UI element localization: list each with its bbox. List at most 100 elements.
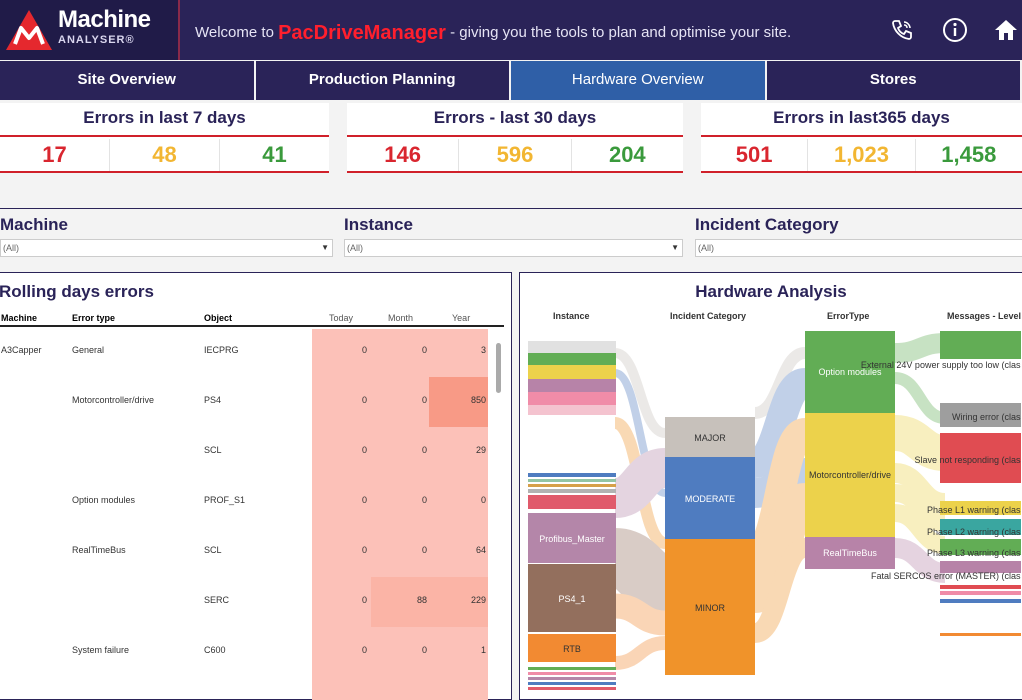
col-error-type[interactable]: Error type <box>72 313 116 323</box>
kpi-bottom-rule <box>0 171 329 173</box>
table-row[interactable]: RealTimeBus SCL 0 0 64 <box>0 531 504 581</box>
kpi-bottom-rule <box>701 171 1022 173</box>
table-row[interactable]: A3Capper General IECPRG 0 0 3 <box>0 331 504 381</box>
machine-filter: Machine (All) ▼ <box>0 215 333 257</box>
node-label-errortype: RealTimeBus <box>823 548 877 558</box>
sankey-col-instance: Instance <box>553 311 590 321</box>
node-label-instance: RTB <box>563 644 581 654</box>
node-realtimebus <box>805 537 895 569</box>
filter-label: Incident Category <box>695 215 839 234</box>
cell-object: SERC <box>204 595 230 605</box>
panel-title: Rolling days errors <box>0 282 154 301</box>
node-label-errortype: Motorcontroller/drive <box>809 470 891 480</box>
phone-icon[interactable] <box>888 16 916 44</box>
incident-category-filter: Incident Category (All) <box>695 215 1022 257</box>
col-year[interactable]: Year <box>452 313 471 323</box>
cell-month: 0 <box>421 395 427 405</box>
tab-stores[interactable]: Stores <box>766 60 1022 100</box>
node-minor <box>665 539 755 675</box>
kpi-divider <box>347 135 683 137</box>
col-object[interactable]: Object <box>204 313 233 323</box>
message-label: Phase L3 warning (class <box>927 548 1021 558</box>
node-label-category: MAJOR <box>694 433 726 443</box>
cell-year: 3 <box>480 345 486 355</box>
node-motorcontroller <box>805 413 895 537</box>
welcome-prefix: Welcome to <box>195 24 274 41</box>
node-option-modules <box>805 331 895 413</box>
cell-object: PS4 <box>204 395 222 405</box>
cell-today: 0 <box>361 645 367 655</box>
kpi-bottom-rule <box>347 171 683 173</box>
kpi-value-red: 501 <box>701 139 809 171</box>
welcome-message: Welcome to PacDriveManager - giving you … <box>195 20 791 44</box>
kpi-title: Errors in last 7 days <box>83 108 246 127</box>
table-row[interactable]: Option modules PROF_S1 0 0 0 <box>0 481 504 531</box>
heatmap-cell-mid <box>371 577 488 627</box>
cell-today: 0 <box>361 445 367 455</box>
kpi-card-7-days: Errors in last 7 days 17 48 41 <box>0 103 329 173</box>
message-label: External 24V power supply too low (class <box>861 360 1021 370</box>
cell-year: 64 <box>475 545 486 555</box>
table-row[interactable]: System failure C600 0 0 1 <box>0 631 504 681</box>
rolling-errors-panel: Rolling days errors Machine Error type O… <box>0 272 512 700</box>
col-machine[interactable]: Machine <box>1 313 38 323</box>
filter-divider <box>0 208 1022 209</box>
scrollbar[interactable] <box>493 333 503 673</box>
cell-object: SCL <box>204 445 222 455</box>
cell-month: 0 <box>421 545 427 555</box>
node-label-instance: PS4_1 <box>558 594 585 604</box>
cell-year: 0 <box>480 495 486 505</box>
node-label-errortype: Option modules <box>818 367 882 377</box>
cell-today: 0 <box>361 345 367 355</box>
panel-title: Hardware Analysis <box>695 282 847 301</box>
instance-column-bars <box>528 341 616 690</box>
table-row[interactable]: MC_4 <box>0 681 504 700</box>
messages-column-bars <box>940 331 1021 636</box>
instance-select[interactable]: (All) ▼ <box>344 239 683 257</box>
brand-name: Machine <box>58 6 151 33</box>
kpi-card-30-days: Errors - last 30 days 146 596 204 <box>347 103 683 173</box>
kpi-value-amber: 1,023 <box>808 139 916 171</box>
cell-object: IECPRG <box>204 345 239 355</box>
header-bar: Machine ANALYSER® Welcome to PacDriveMan… <box>0 0 1022 60</box>
tab-production-planning[interactable]: Production Planning <box>255 60 511 100</box>
kpi-title: Errors - last 30 days <box>433 108 597 127</box>
heatmap-cell-high <box>429 377 488 427</box>
sankey-col-messages: Messages - Level <box>947 311 1022 321</box>
table-row[interactable]: SCL 0 0 29 <box>0 431 504 481</box>
table-row[interactable]: SERC 0 88 229 <box>0 581 504 631</box>
chevron-down-icon: ▼ <box>671 243 679 252</box>
cell-today: 0 <box>361 595 367 605</box>
scrollbar-thumb[interactable] <box>496 343 501 393</box>
sankey-chart[interactable]: Profibus_Master PS4_1 RTB MAJOR MODERATE… <box>520 323 1021 700</box>
message-label: Phase L2 warning (class <box>927 527 1021 537</box>
brand-subtitle: ANALYSER® <box>58 34 135 46</box>
machine-analyser-logo-icon <box>6 10 52 50</box>
filter-value: (All) <box>698 243 714 253</box>
kpi-value-green: 41 <box>262 142 287 167</box>
kpi-values: 146 596 204 <box>347 139 683 171</box>
app-name: PacDriveManager <box>278 22 446 44</box>
table-row[interactable]: Motorcontroller/drive PS4 0 0 850 <box>0 381 504 431</box>
cell-month: 88 <box>416 595 427 605</box>
home-icon[interactable] <box>992 16 1020 44</box>
kpi-value-green: 1,458 <box>941 142 997 167</box>
incident-category-select[interactable]: (All) <box>695 239 1022 257</box>
node-major <box>665 417 755 457</box>
col-month[interactable]: Month <box>388 313 414 323</box>
logo: Machine ANALYSER® <box>0 0 180 60</box>
cell-today: 0 <box>361 395 367 405</box>
info-icon[interactable] <box>941 16 969 44</box>
cell-object: C600 <box>204 645 226 655</box>
col-today[interactable]: Today <box>329 313 354 323</box>
node-label-category: MINOR <box>695 603 725 613</box>
cell-object: PROF_S1 <box>204 495 246 505</box>
tab-hardware-overview[interactable]: Hardware Overview <box>511 60 767 100</box>
node-label-category: MODERATE <box>685 494 735 504</box>
cell-month: 0 <box>421 345 427 355</box>
machine-select[interactable]: (All) ▼ <box>0 239 333 257</box>
chevron-down-icon: ▼ <box>321 243 329 252</box>
kpi-value-amber: 596 <box>459 139 572 171</box>
tab-site-overview[interactable]: Site Overview <box>0 60 256 100</box>
